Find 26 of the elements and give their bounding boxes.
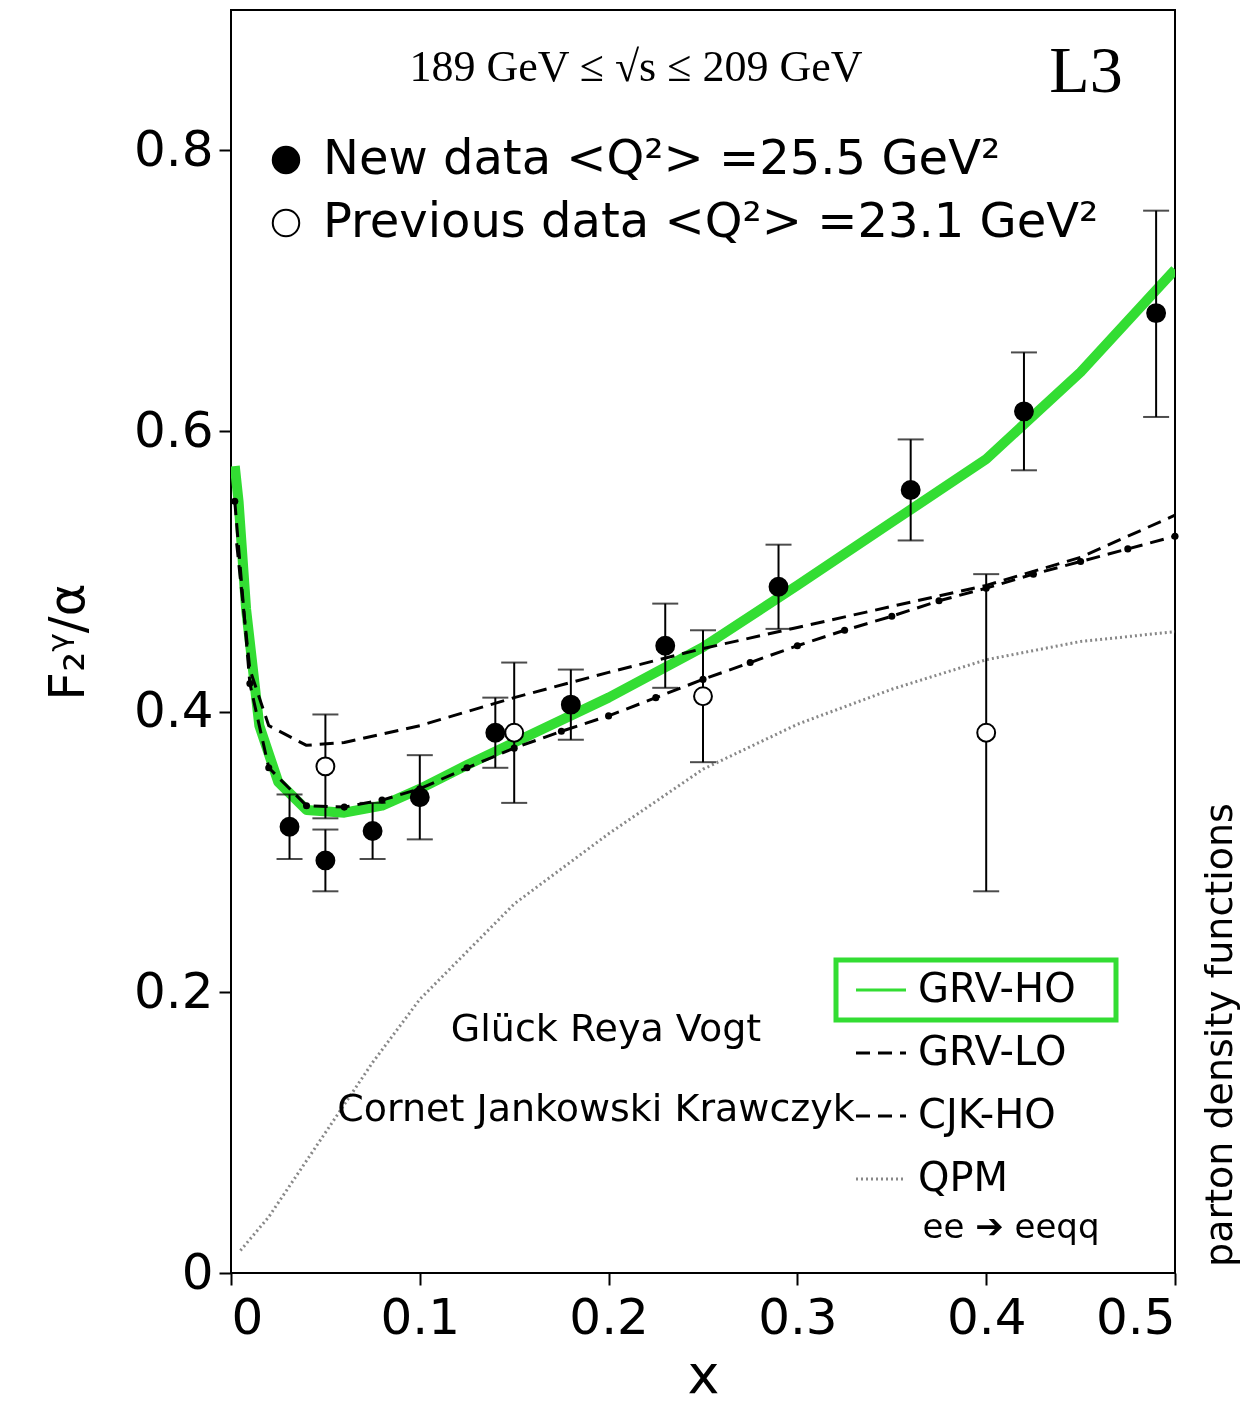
x-tick-label: 0.4: [946, 1287, 1027, 1346]
annotation: 189 GeV ≤ √s ≤ 209 GeV: [409, 42, 863, 91]
y-axis-title: F₂ᵞ/α: [37, 583, 96, 701]
legend-label: CJK-HO: [918, 1091, 1056, 1137]
y-tick-label: 0.6: [133, 400, 214, 459]
x-tick-label: 0.2: [569, 1287, 649, 1346]
legend-label: QPM: [918, 1154, 1009, 1200]
legend-label: New data <Q²> =25.5 GeV²: [323, 129, 1001, 185]
annotation: Cornet Jankowski Krawczyk: [337, 1086, 855, 1130]
text: parton density functions: [1197, 803, 1241, 1267]
x-tick-label: 0.3: [758, 1287, 838, 1346]
y-tick-label: 0.2: [133, 961, 214, 1020]
y-tick-label: 0.8: [133, 119, 214, 178]
legend-label: GRV-HO: [918, 965, 1076, 1011]
legend-label: GRV-LO: [918, 1028, 1067, 1074]
legend-label: Previous data <Q²> =23.1 GeV²: [323, 192, 1099, 248]
annotation: ee ➔ eeqq: [922, 1206, 1100, 1246]
y-tick-label: 0.4: [133, 681, 214, 740]
annotation: L3: [1049, 33, 1123, 106]
y-tick-label: 0: [181, 1242, 214, 1301]
x-tick-label: 0: [231, 1287, 264, 1346]
line-series: [238, 630, 1175, 1253]
x-axis-title: x: [687, 1342, 720, 1406]
annotation: Glück Reya Vogt: [450, 1006, 762, 1050]
x-tick-label: 0.1: [380, 1287, 461, 1346]
x-tick-label: 0.5: [1095, 1287, 1176, 1346]
